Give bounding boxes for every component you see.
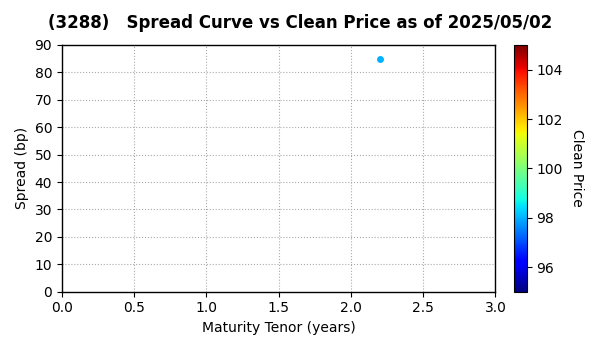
Point — [375, 56, 385, 62]
X-axis label: Maturity Tenor (years): Maturity Tenor (years) — [202, 321, 356, 335]
Y-axis label: Spread (bp): Spread (bp) — [15, 127, 29, 209]
Y-axis label: Clean Price: Clean Price — [569, 130, 584, 207]
Text: (3288)   Spread Curve vs Clean Price as of 2025/05/02: (3288) Spread Curve vs Clean Price as of… — [48, 14, 552, 32]
